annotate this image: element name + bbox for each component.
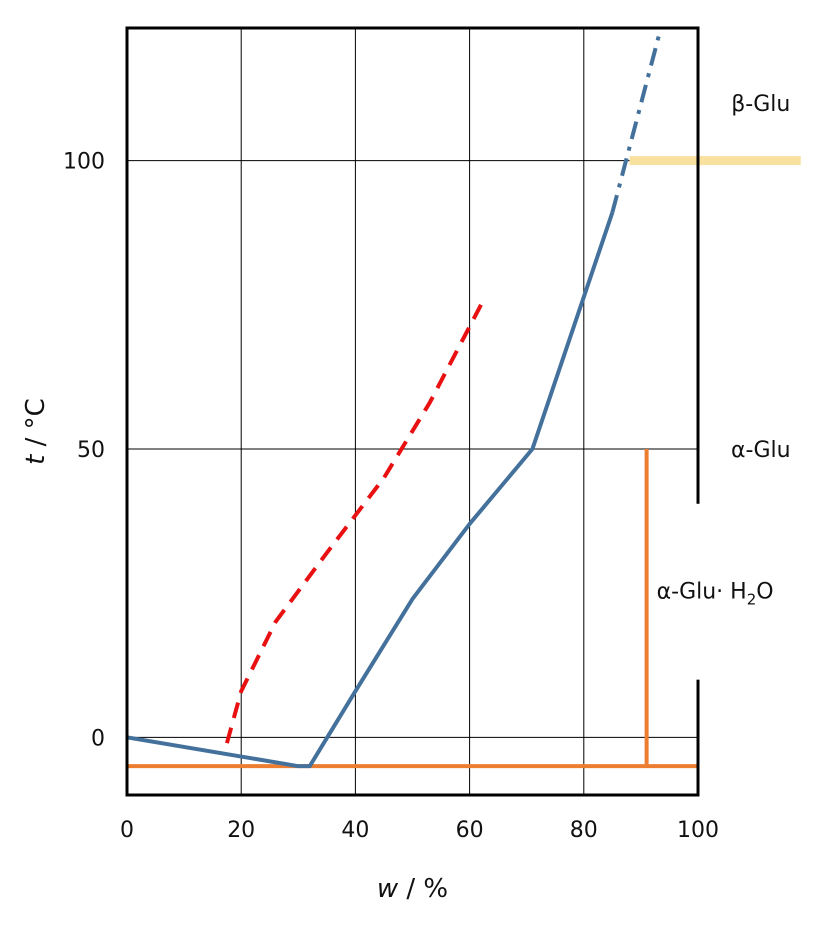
- monohydrate-label-main: α-Glu· H: [657, 579, 747, 604]
- x-axis-title: w / %: [377, 874, 448, 904]
- y-tick-label: 100: [63, 150, 105, 175]
- tick-labels: 0 20 40 60 80 100 0 50 100: [63, 150, 719, 843]
- monohydrate-label-subscript: 2: [747, 590, 757, 608]
- x-axis-unit: / %: [398, 874, 448, 904]
- x-tick-label: 0: [120, 818, 134, 843]
- monohydrate-label-tail: O: [756, 579, 773, 604]
- y-tick-label: 50: [77, 438, 105, 463]
- y-axis-variable: t: [21, 454, 51, 465]
- x-axis-variable: w: [377, 874, 399, 904]
- x-tick-label: 40: [341, 818, 369, 843]
- y-tick-label: 0: [91, 726, 105, 751]
- x-tick-label: 60: [456, 818, 484, 843]
- beta-glucose-label: β-Glu: [731, 92, 790, 117]
- x-tick-label: 20: [227, 818, 255, 843]
- grid: [127, 28, 698, 795]
- frame-label-gap: [695, 503, 703, 680]
- series-layer: [126, 27, 801, 769]
- x-tick-label: 80: [570, 818, 598, 843]
- alpha-glucose-monohydrate-label: α-Glu· H2O: [657, 579, 774, 608]
- series-line-dashdot: [610, 27, 663, 214]
- plot-frame: [125, 26, 700, 797]
- x-tick-label: 100: [677, 818, 719, 843]
- y-axis-unit: / °C: [21, 398, 51, 454]
- y-axis-title: t / °C: [21, 398, 51, 465]
- series-line-dashed: [224, 303, 483, 744]
- series-line-solid: [126, 211, 615, 769]
- alpha-glucose-label: α-Glu: [731, 438, 791, 463]
